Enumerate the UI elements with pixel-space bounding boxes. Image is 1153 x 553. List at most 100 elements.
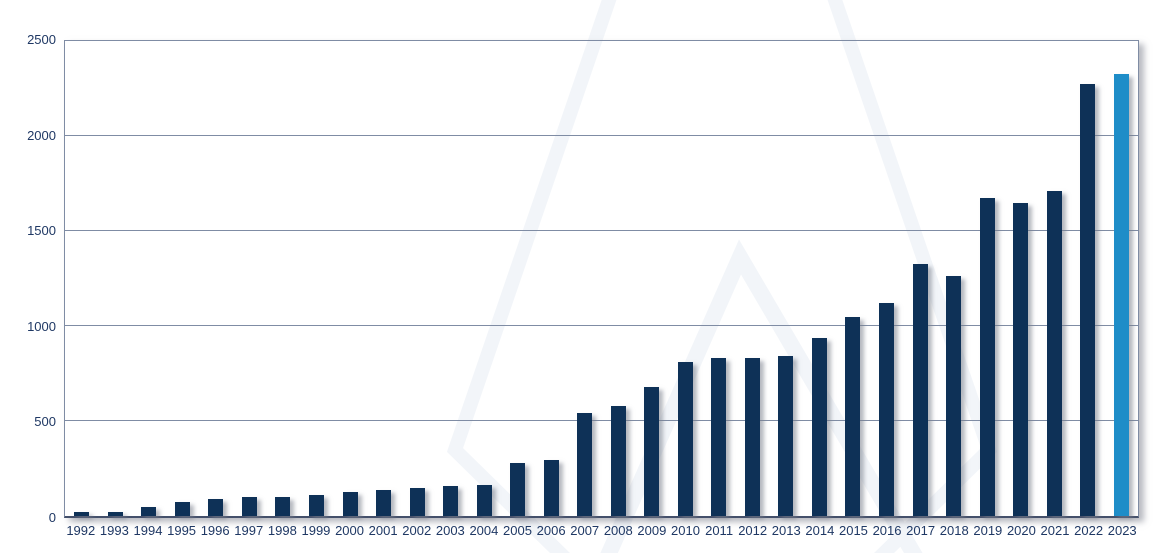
bar-slot-2005 [501,41,535,516]
x-tick-label-2014: 2014 [805,523,835,538]
bar-2017 [912,264,928,516]
x-tick-label-1993: 1993 [99,523,129,538]
bar-2010 [677,362,693,516]
bar-slot-2004 [467,41,501,516]
bar-slot-2002 [400,41,434,516]
x-tick-label-1994: 1994 [133,523,163,538]
bar-slot-2018 [937,41,971,516]
bar-slot-2000 [333,41,367,516]
x-tick-label-2011: 2011 [705,523,734,538]
bar-2019 [979,197,995,516]
bar-slot-2003 [434,41,468,516]
plot-area [64,40,1139,518]
gridline-2000 [65,135,1138,136]
x-tick-label-2004: 2004 [469,523,499,538]
x-tick-label-2012: 2012 [738,523,768,538]
bar-2013 [778,356,794,516]
bar-2000 [342,492,358,516]
bar-slot-1997 [233,41,267,516]
bar-slot-1993 [99,41,133,516]
x-tick-label-2008: 2008 [603,523,633,538]
bar-slot-2020 [1004,41,1038,516]
x-tick-label-1996: 1996 [200,523,230,538]
bar-slot-2021 [1037,41,1071,516]
bar-slot-1998 [266,41,300,516]
bar-slot-2013 [769,41,803,516]
bar-2003 [443,485,459,516]
x-tick-label-2019: 2019 [973,523,1003,538]
x-tick-label-2015: 2015 [838,523,868,538]
bar-slot-1995 [166,41,200,516]
x-tick-label-1998: 1998 [267,523,297,538]
bar-slot-2009 [635,41,669,516]
bar-slot-2006 [534,41,568,516]
bar-slot-2015 [836,41,870,516]
gridline-500 [65,420,1138,421]
y-tick-label-1000: 1000 [27,318,56,334]
x-tick-label-2002: 2002 [402,523,432,538]
y-tick-label-2000: 2000 [27,127,56,143]
bar-2008 [610,405,626,516]
bar-2020 [1013,202,1029,516]
x-tick-label-2010: 2010 [671,523,700,538]
bar-2004 [476,485,492,516]
bar-1992 [74,512,90,516]
x-tick-label-1997: 1997 [234,523,264,538]
bar-1996 [208,499,224,516]
y-tick-label-1500: 1500 [27,223,56,239]
bar-slot-2019 [970,41,1004,516]
x-tick-label-2017: 2017 [906,523,936,538]
y-axis-labels: 0 500 1000 1500 2000 2500 [0,32,56,525]
bar-slot-2023 [1104,41,1138,516]
bar-slot-2012 [736,41,770,516]
bar-2022 [1080,84,1096,516]
bar-2011 [711,357,727,516]
x-tick-label-2001: 2001 [368,523,398,538]
x-axis-labels: 1992 1993 1994 1995 1996 1997 1998 1999 2000 2001… [64,523,1139,538]
bar-slot-1992 [65,41,99,516]
x-tick-label-2009: 2009 [637,523,667,538]
bar-1995 [174,502,190,516]
x-tick-label-1992: 1992 [66,523,96,538]
bar-2014 [811,337,827,516]
x-tick-label-2022: 2022 [1074,523,1104,538]
x-tick-label-2016: 2016 [872,523,902,538]
bar-slot-1996 [199,41,233,516]
x-tick-label-2021: 2021 [1040,523,1070,538]
bars-container [65,41,1138,516]
bar-2005 [510,462,526,516]
x-tick-label-1995: 1995 [167,523,197,538]
bar-1994 [141,507,157,516]
watermark-inner-chevron [600,239,923,553]
bar-2009 [644,386,660,516]
bar-slot-2014 [803,41,837,516]
x-tick-label-2000: 2000 [335,523,364,538]
bar-1997 [241,497,257,516]
x-tick-label-2007: 2007 [570,523,600,538]
x-tick-label-2018: 2018 [939,523,969,538]
bar-1998 [275,497,291,516]
x-tick-label-2005: 2005 [503,523,532,538]
y-tick-label-2500: 2500 [27,32,56,47]
bar-2007 [577,413,593,516]
bar-slot-2010 [669,41,703,516]
bar-2001 [376,490,392,516]
watermark-outer-diamond [446,0,998,553]
x-tick-label-2003: 2003 [435,523,465,538]
y-tick-label-500: 500 [34,414,56,430]
bar-slot-2007 [568,41,602,516]
bar-2021 [1046,191,1062,516]
x-tick-label-1999: 1999 [301,523,331,538]
bar-slot-2011 [702,41,736,516]
bar-slot-2017 [903,41,937,516]
bar-1993 [107,512,123,516]
bar-slot-1999 [300,41,334,516]
gridline-1000 [65,325,1138,326]
bar-2015 [845,317,861,516]
bar-1999 [308,494,324,516]
x-tick-label-2023: 2023 [1107,523,1137,538]
x-tick-label-2020: 2020 [1006,523,1036,538]
y-tick-label-0: 0 [48,510,56,525]
